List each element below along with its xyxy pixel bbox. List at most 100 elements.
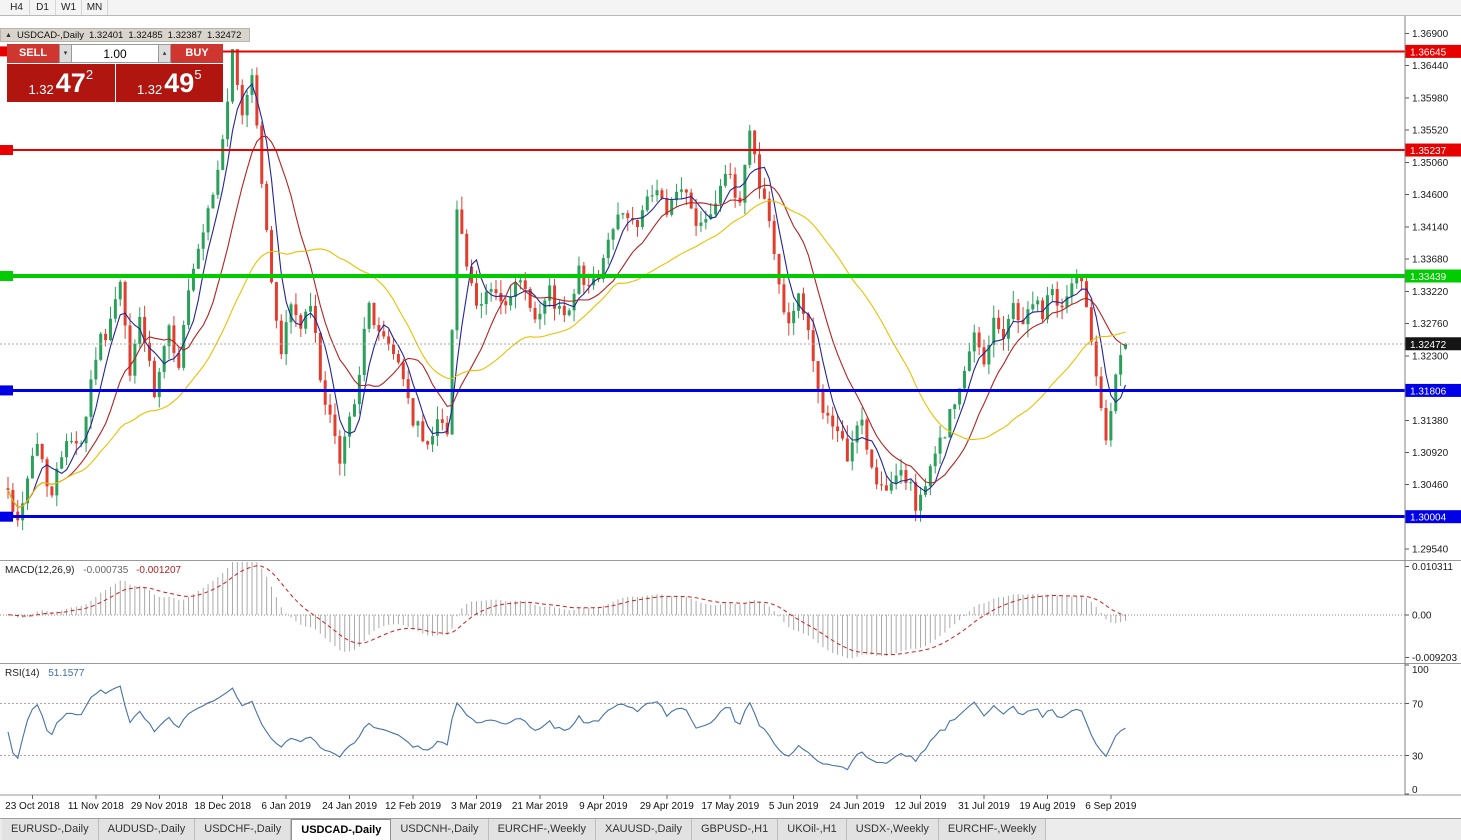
ask-price-big-digits: 49 [164, 68, 195, 98]
candle-body [845, 438, 849, 462]
candle-body [348, 416, 352, 437]
candle-body [587, 284, 591, 286]
period-button-w1[interactable]: W1 [56, 0, 82, 15]
buy-button[interactable]: BUY [171, 44, 223, 63]
x-axis-tick-label: 24 Jun 2019 [830, 801, 885, 812]
candle-body [201, 232, 205, 249]
level-price-tag [1405, 44, 1461, 58]
candle-body [997, 317, 1001, 330]
chart-tab-xauusd-daily[interactable]: XAUUSD-,Daily [595, 819, 692, 840]
volume-decrease-button[interactable]: ▾ [59, 44, 72, 63]
chart-ohlc-header: ▲ USDCAD-,Daily 1.32401 1.32485 1.32387 … [0, 28, 251, 42]
macd-signal-value: -0.001207 [136, 565, 182, 576]
candle-body [1060, 305, 1064, 308]
bid-price-display[interactable]: 1.32 47 2 [7, 64, 115, 102]
x-axis-tick-label: 24 Jan 2019 [322, 801, 377, 812]
volume-increase-button[interactable]: ▴ [158, 44, 171, 63]
candle-body [157, 372, 161, 398]
candle-body [89, 379, 93, 417]
candle-body [943, 437, 947, 439]
candle-body [40, 443, 44, 460]
candle-body [6, 488, 10, 490]
candle-body [987, 344, 991, 365]
level-left-marker [0, 511, 13, 522]
candle-body [870, 449, 874, 468]
candle-body [972, 332, 976, 352]
candle-body [328, 404, 332, 415]
candle-body [1114, 374, 1118, 412]
candle-body [484, 291, 488, 305]
rsi-axis-label: 100 [1412, 665, 1429, 676]
candle-body [304, 311, 308, 329]
candle-body [1124, 343, 1128, 349]
period-button-mn[interactable]: MN [82, 0, 108, 15]
collapse-icon[interactable]: ▲ [5, 31, 12, 39]
volume-input[interactable] [72, 44, 158, 63]
candle-body [299, 315, 303, 329]
chart-tab-ukoil-h1[interactable]: UKOil-,H1 [778, 819, 847, 840]
chart-tab-usdcad-daily[interactable]: USDCAD-,Daily [291, 819, 392, 840]
candle-body [235, 49, 239, 85]
x-axis-tick-label: 29 Nov 2018 [131, 801, 188, 812]
candle-body [1026, 309, 1030, 325]
rsi-indicator-label: RSI(14) 51.1577 [5, 668, 84, 679]
candle-body [274, 282, 278, 321]
chart-tab-eurchf-weekly[interactable]: EURCHF-,Weekly [488, 819, 596, 840]
chart-tab-usdx-weekly[interactable]: USDX-,Weekly [846, 819, 939, 840]
period-button-h4[interactable]: H4 [4, 0, 30, 15]
ma-line-13 [7, 135, 1126, 508]
candle-body [1104, 407, 1108, 441]
y-axis-tick-label: 1.32300 [1412, 351, 1449, 362]
chart-tab-usdchf-daily[interactable]: USDCHF-,Daily [195, 819, 292, 840]
candle-body [74, 441, 78, 444]
chart-tab-eurchf-weekly[interactable]: EURCHF-,Weekly [938, 819, 1047, 840]
candle-body [684, 189, 688, 193]
x-axis-tick-label: 12 Feb 2019 [385, 801, 442, 812]
candle-body [777, 253, 781, 285]
candle-body [162, 346, 166, 373]
x-axis-tick-label: 19 Aug 2019 [1019, 801, 1076, 812]
chart-tab-gbpusd-h1[interactable]: GBPUSD-,H1 [692, 819, 779, 840]
candle-body [748, 130, 752, 165]
candle-body [289, 304, 293, 323]
x-axis-tick-label: 12 Jul 2019 [895, 801, 947, 812]
candle-body [909, 482, 913, 484]
level-price-tag-label: 1.35237 [1410, 146, 1447, 157]
candle-body [875, 467, 879, 485]
candle-body [367, 302, 371, 329]
candle-body [177, 352, 181, 368]
candle-body [94, 359, 98, 380]
sell-button[interactable]: SELL [7, 44, 59, 63]
y-axis-tick-label: 1.33220 [1412, 287, 1449, 298]
candle-body [401, 362, 405, 380]
candle-body [689, 192, 693, 209]
candle-body [504, 301, 508, 306]
chart-tab-usdcnh-daily[interactable]: USDCNH-,Daily [391, 819, 489, 840]
level-price-tag-label: 1.36645 [1410, 47, 1447, 58]
level-left-marker [0, 145, 13, 156]
chart-tab-audusd-daily[interactable]: AUDUSD-,Daily [98, 819, 196, 840]
ask-price-display[interactable]: 1.32 49 5 [115, 64, 223, 102]
chart-tab-eurusd-daily[interactable]: EURUSD-,Daily [2, 819, 99, 840]
candle-body [69, 441, 73, 443]
x-axis-tick-label: 23 Oct 2018 [5, 801, 60, 812]
candle-body [284, 322, 288, 355]
period-button-d1[interactable]: D1 [30, 0, 56, 15]
candle-body [1031, 304, 1035, 310]
candle-body [816, 361, 820, 392]
period-toolbar: H4 D1 W1 MN [0, 0, 1461, 16]
candle-body [728, 173, 732, 175]
candle-body [396, 354, 400, 363]
candle-body [123, 281, 127, 326]
x-axis-tick-label: 21 Mar 2019 [512, 801, 569, 812]
current-price-tag [1405, 337, 1461, 351]
candle-body [84, 416, 88, 444]
candle-body [758, 154, 762, 189]
candle-body [1109, 411, 1113, 441]
y-axis-tick-label: 1.32760 [1412, 319, 1449, 330]
level-price-tag-label: 1.30004 [1410, 513, 1447, 524]
candle-body [704, 219, 708, 223]
candle-body [377, 325, 381, 332]
x-axis-tick-label: 9 Apr 2019 [579, 801, 628, 812]
candle-body [1021, 320, 1025, 325]
